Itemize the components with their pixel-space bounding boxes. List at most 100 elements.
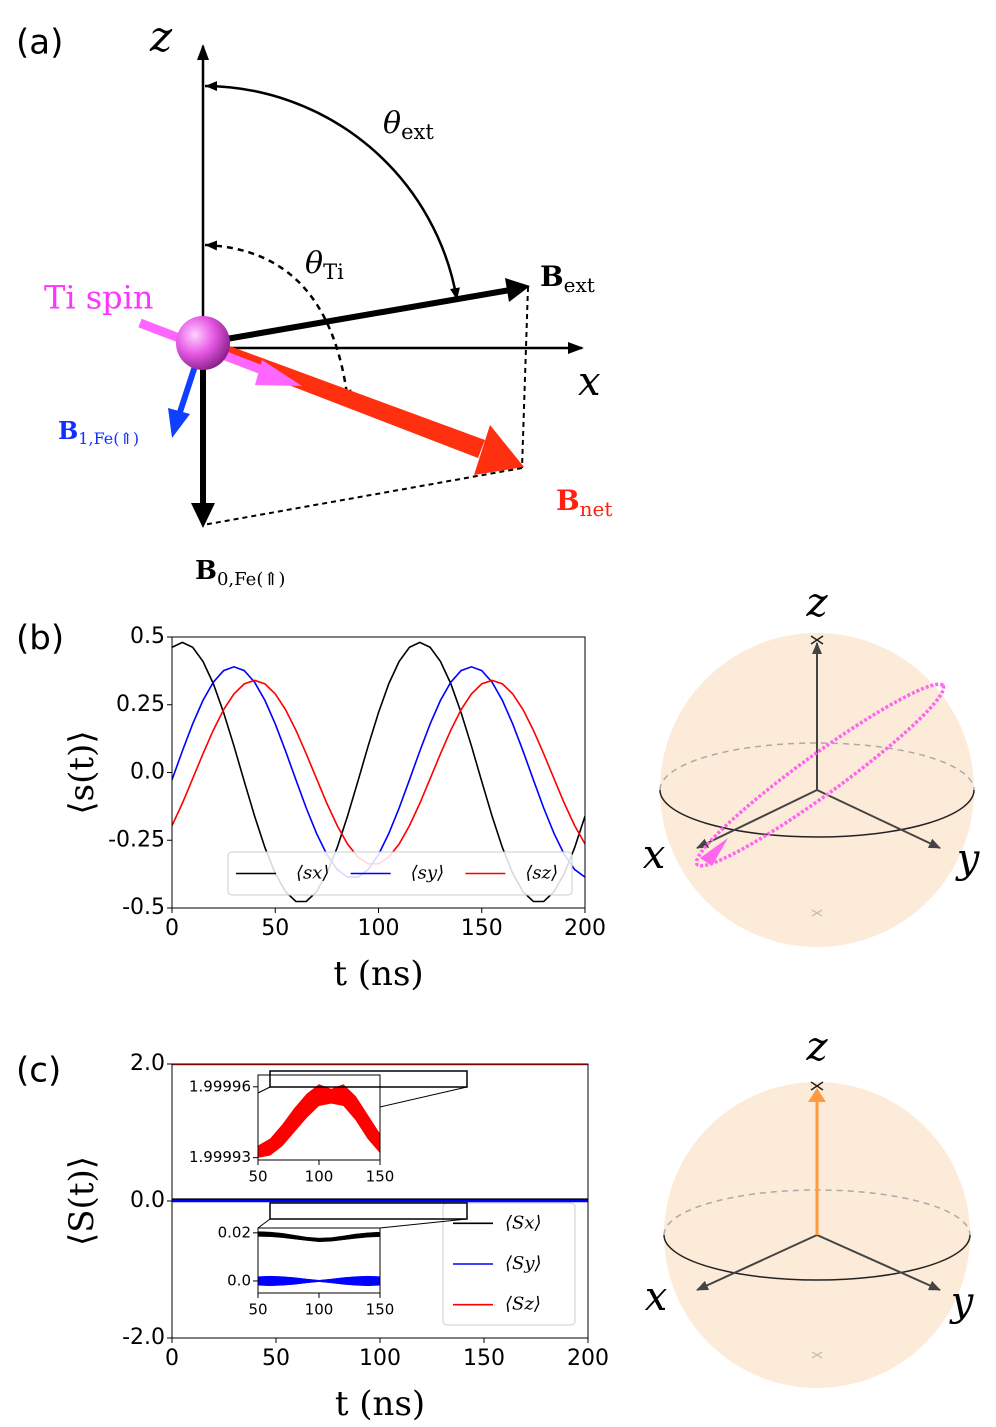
angle-label: θTi: [305, 246, 344, 284]
bloch-sphere: z x y: [645, 1024, 975, 1388]
zoom-box: [269, 1202, 468, 1220]
dashed-line: [202, 467, 523, 526]
pole-mark: [811, 909, 823, 917]
pole-mark: [811, 1351, 823, 1359]
trajectory-arrow: [700, 838, 728, 866]
vector-label: Bext: [540, 260, 595, 297]
chart: 0.5 0.25 0.0 -0.25 -0.50 50 100 150 200 t (ns) ⟨s(…: [62, 624, 606, 994]
legend-label: ⟨Sx⟩: [505, 1212, 542, 1233]
symbol: B: [540, 260, 564, 293]
x-tick-label: 100: [358, 916, 400, 941]
x-tick-label: 100: [359, 1346, 401, 1371]
legend-label: ⟨Sz⟩: [505, 1294, 541, 1315]
legend-label: ⟨sz⟩: [525, 863, 558, 884]
panel-label: (c): [16, 1051, 61, 1091]
y-tick-label: 0.0: [130, 760, 165, 785]
subscript: ext: [401, 120, 434, 144]
x-tick-label: 150: [461, 916, 503, 941]
spin-arrowhead: [255, 360, 302, 386]
pole-mark: [810, 1081, 824, 1091]
bnet-arrow: [203, 337, 485, 458]
zoom-connector: [257, 1218, 271, 1229]
y-tick-label: -2.0: [122, 1325, 165, 1350]
spin-trajectory: [694, 682, 946, 868]
b0-arrowhead: [191, 503, 215, 528]
y-tick-label: 0.02: [218, 1223, 251, 1241]
legend-label: ⟨Sy⟩: [505, 1253, 542, 1274]
diagram: z x θext θTi Ti spin Bext Bnet B1,Fe(⇑) …: [44, 12, 612, 590]
axis-label: z: [149, 12, 173, 61]
theta-ext-arc: [204, 81, 460, 301]
bloch-label: z: [805, 580, 828, 626]
band-series: [258, 1275, 380, 1287]
y-tick-label: 0.0: [130, 1188, 165, 1213]
panel-label: (b): [16, 619, 64, 659]
plot: [258, 1084, 380, 1158]
x-tick-label: 0: [165, 1346, 179, 1371]
x-tick-label: 50: [248, 1301, 267, 1319]
panel-label: (a): [16, 23, 63, 63]
vector-label: B0,Fe(⇑): [195, 556, 285, 590]
bloch-axis: [816, 789, 941, 849]
symbol: θ: [383, 106, 401, 141]
x-axis-label: t (ns): [335, 1384, 425, 1424]
bext-arrow: [202, 287, 511, 346]
bloch-label: z: [805, 1024, 828, 1070]
x-tick-label: 50: [262, 1346, 290, 1371]
y-tick-label: 0.25: [116, 692, 165, 717]
symbol: B: [58, 416, 78, 445]
y-axis-label: ⟨S(t)⟩: [62, 1156, 102, 1246]
x-tick-label: 50: [261, 916, 289, 941]
bloch-label: y: [949, 1279, 975, 1325]
spin-label: Ti spin: [44, 279, 154, 317]
bloch-label: y: [955, 836, 981, 882]
y-tick-label: 1.99993: [189, 1148, 251, 1166]
dashed-line: [521, 286, 529, 469]
vector-label: B1,Fe(⇑): [58, 416, 139, 448]
subscript: ext: [564, 273, 595, 297]
x-tick-label: 100: [305, 1168, 334, 1186]
y-axis-label: ⟨s(t)⟩: [62, 730, 102, 814]
bloch-label: x: [645, 1274, 668, 1320]
bnet-arrowhead: [474, 425, 524, 475]
axis-label: x: [578, 359, 601, 405]
band-series: [258, 1084, 380, 1158]
b1-arrowhead: [168, 408, 190, 438]
y-tick-label: 0.5: [130, 624, 165, 649]
x-axis-label: t (ns): [333, 954, 423, 994]
plot: [172, 1064, 588, 1203]
plot: [258, 1231, 380, 1287]
chart: 0.02 0.0 50 100 150: [218, 1223, 395, 1318]
zoom-box: [269, 1070, 468, 1088]
y-tick-label: -0.5: [122, 895, 165, 920]
y-tick-label: 2.0: [130, 1051, 165, 1076]
b1-arrow: [177, 359, 200, 413]
angle-label: θext: [383, 106, 434, 144]
subscript: Ti: [323, 260, 344, 284]
zoom-connector: [379, 1086, 468, 1108]
x-tick-label: 150: [366, 1301, 395, 1319]
legend-box: [442, 1202, 576, 1326]
symbol: θ: [305, 246, 323, 281]
pole-mark: [810, 635, 824, 645]
zoom-indicators: [257, 1070, 468, 1229]
subscript: 1,Fe(⇑): [78, 429, 139, 448]
x-tick-label: 200: [567, 1346, 609, 1371]
symbol: B: [195, 556, 217, 586]
chart: 1.99996 1.99993 50 100 150: [189, 1074, 394, 1186]
theta-ti-arc: [204, 240, 352, 403]
y-tick-label: 1.99996: [189, 1077, 251, 1095]
bloch-axis: [696, 789, 818, 849]
y-tick-label: -0.25: [108, 827, 165, 852]
ti-atom: [176, 316, 230, 370]
x-tick-label: 200: [564, 916, 606, 941]
bloch-axis: [696, 1234, 818, 1291]
subscript: 0,Fe(⇑): [217, 569, 285, 590]
legend: ⟨sx⟩ ⟨sy⟩ ⟨sz⟩: [227, 851, 573, 896]
equator-front: [659, 789, 975, 838]
equator-front: [663, 1234, 971, 1281]
vector-label: Bnet: [556, 484, 612, 521]
zoom-connector: [257, 1086, 271, 1094]
bext-arrowhead: [505, 278, 530, 302]
